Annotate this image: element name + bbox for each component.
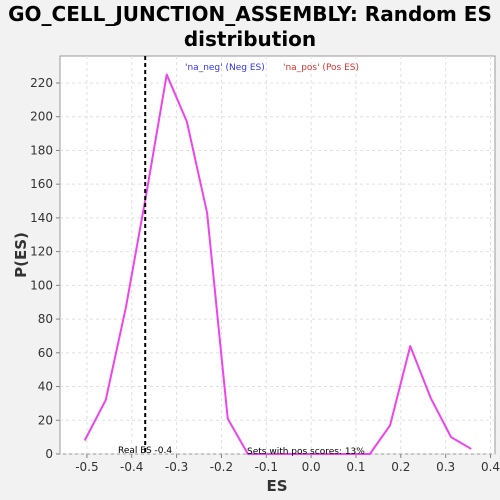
legend-pos-es: 'na_pos' (Pos ES)	[283, 63, 359, 73]
x-tick-label: -0.3	[165, 460, 188, 474]
x-tick-label: -0.5	[75, 460, 98, 474]
pos-scores-label: Sets with pos scores: 13%	[247, 447, 365, 457]
y-tick-label: 0	[45, 447, 53, 461]
x-tick-label: -0.1	[255, 460, 278, 474]
grid	[60, 56, 495, 455]
y-tick-label: 100	[30, 278, 53, 292]
x-tick-label: 0.1	[346, 460, 365, 474]
y-tick-label: 140	[30, 211, 53, 225]
y-tick-label: 40	[38, 380, 53, 394]
plot-area	[59, 55, 496, 455]
chart-title-line-2: distribution	[184, 27, 316, 51]
x-tick-label: 0.3	[436, 460, 455, 474]
y-tick-label: 20	[38, 413, 53, 427]
y-tick-label: 200	[30, 110, 53, 124]
x-tick-label: 0.0	[302, 460, 321, 474]
y-tick-label: 180	[30, 143, 53, 157]
y-tick-label: 120	[30, 245, 53, 259]
real-es-label: Real ES -0.4	[118, 446, 172, 456]
es-distribution-line	[83, 73, 472, 455]
chart-title-line-1: GO_CELL_JUNCTION_ASSEMBLY: Random ES	[8, 2, 492, 26]
x-tick-label: -0.4	[120, 460, 143, 474]
legend-neg-es: 'na_neg' (Neg ES)	[185, 63, 265, 73]
y-tick-label: 220	[30, 76, 53, 90]
x-axis-label: ES	[266, 477, 287, 495]
x-axis-ticks: -0.5 -0.4 -0.3 -0.2 -0.1 0.0 0.1 0.2 0.3 0.4	[75, 454, 500, 474]
x-tick-label: -0.2	[210, 460, 233, 474]
x-tick-label: 0.4	[481, 460, 500, 474]
y-tick-label: 160	[30, 177, 53, 191]
y-axis-ticks: 0 20 40 60 80 100 120 140 160 180 200 220	[30, 76, 60, 461]
y-axis-label: P(ES)	[12, 232, 30, 278]
y-tick-label: 60	[38, 346, 53, 360]
x-tick-label: 0.2	[391, 460, 410, 474]
y-tick-label: 80	[38, 312, 53, 326]
